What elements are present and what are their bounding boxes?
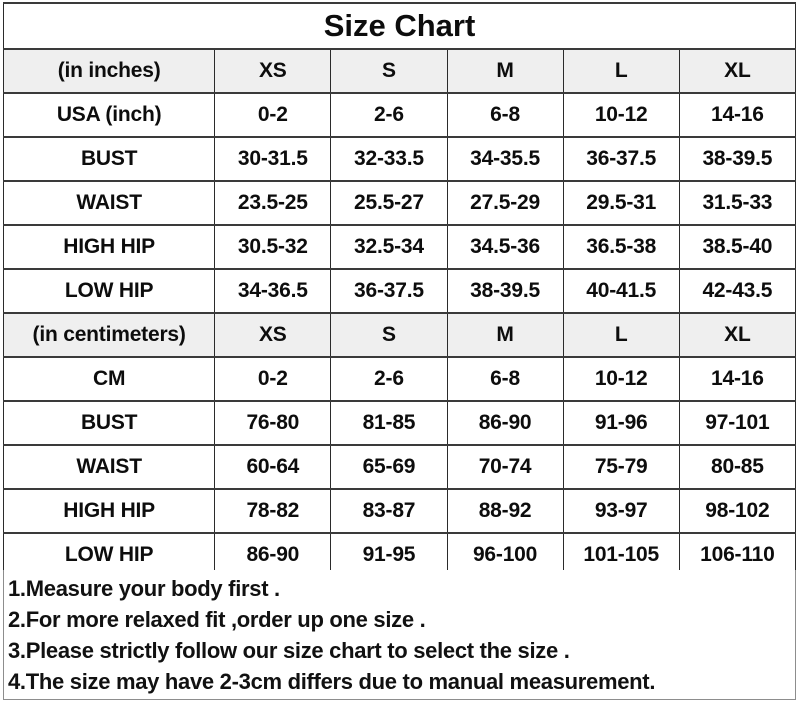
size-column-header: L	[562, 48, 680, 94]
chart-title-row: Size Chart	[3, 2, 796, 50]
size-column-header: XL	[678, 312, 797, 358]
size-column-header: XS	[214, 48, 332, 94]
size-column-header: M	[446, 48, 564, 94]
size-column-header: S	[330, 48, 448, 94]
table-row: CM 0-2 2-6 6-8 10-12 14-16	[2, 356, 797, 402]
measurement-label: BUST	[2, 136, 216, 182]
measurement-value: 76-80	[214, 400, 332, 446]
measurement-value: 36.5-38	[562, 224, 680, 270]
size-column-header: S	[330, 312, 448, 358]
measurement-label: LOW HIP	[2, 268, 216, 314]
table-row: WAIST 23.5-25 25.5-27 27.5-29 29.5-31 31.5-33	[2, 180, 797, 226]
measurement-value: 0-2	[214, 356, 332, 402]
measurement-value: 91-96	[562, 400, 680, 446]
measurement-value: 42-43.5	[678, 268, 797, 314]
measurement-value: 38-39.5	[446, 268, 564, 314]
measurement-value: 14-16	[678, 92, 797, 138]
measurement-value: 30-31.5	[214, 136, 332, 182]
measurement-label: HIGH HIP	[2, 488, 216, 534]
measurement-value: 25.5-27	[330, 180, 448, 226]
measurement-label: USA (inch)	[2, 92, 216, 138]
size-chart-body: Size Chart (in inches) XS S M L XL USA (inch) 0…	[2, 2, 797, 578]
measurement-value: 80-85	[678, 444, 797, 490]
measurement-value: 38-39.5	[678, 136, 797, 182]
size-chart-table-container: Size Chart (in inches) XS S M L XL USA (inch) 0…	[2, 2, 797, 578]
size-chart-header-row: (in centimeters) XS S M L XL	[2, 312, 797, 358]
measurement-value: 31.5-33	[678, 180, 797, 226]
measurement-value: 34.5-36	[446, 224, 564, 270]
measurement-value: 60-64	[214, 444, 332, 490]
measurement-value: 27.5-29	[446, 180, 564, 226]
measurement-value: 14-16	[678, 356, 797, 402]
measurement-value: 0-2	[214, 92, 332, 138]
measurement-value: 6-8	[446, 356, 564, 402]
measurement-value: 81-85	[330, 400, 448, 446]
size-column-header: XL	[678, 48, 797, 94]
measurement-value: 65-69	[330, 444, 448, 490]
table-row: HIGH HIP 30.5-32 32.5-34 34.5-36 36.5-38 38.5…	[2, 224, 797, 270]
measurement-label: HIGH HIP	[2, 224, 216, 270]
measurement-value: 70-74	[446, 444, 564, 490]
measurement-notes: 1.Measure your body first . 2.For more re…	[3, 570, 796, 700]
measurement-value: 34-35.5	[446, 136, 564, 182]
measurement-value: 98-102	[678, 488, 797, 534]
measurement-label: WAIST	[2, 180, 216, 226]
note-line: 3.Please strictly follow our size chart …	[8, 638, 570, 663]
measurement-value: 97-101	[678, 400, 797, 446]
table-row: WAIST 60-64 65-69 70-74 75-79 80-85	[2, 444, 797, 490]
table-row: USA (inch) 0-2 2-6 6-8 10-12 14-16	[2, 92, 797, 138]
measurement-value: 10-12	[562, 92, 680, 138]
measurement-value: 36-37.5	[562, 136, 680, 182]
measurement-value: 2-6	[330, 92, 448, 138]
size-chart-header-row: (in inches) XS S M L XL	[2, 48, 797, 94]
measurement-value: 29.5-31	[562, 180, 680, 226]
note-line: 4.The size may have 2-3cm differs due to…	[8, 669, 656, 694]
measurement-value: 75-79	[562, 444, 680, 490]
measurement-label: WAIST	[2, 444, 216, 490]
size-chart-table: Size Chart (in inches) XS S M L XL USA (inch) 0…	[2, 2, 797, 578]
table-row: BUST 76-80 81-85 86-90 91-96 97-101	[2, 400, 797, 446]
measurement-value: 32-33.5	[330, 136, 448, 182]
measurement-value: 6-8	[446, 92, 564, 138]
measurement-value: 34-36.5	[214, 268, 332, 314]
table-row: BUST 30-31.5 32-33.5 34-35.5 36-37.5 38-39.5	[2, 136, 797, 182]
size-column-header: XS	[214, 312, 332, 358]
measurement-value: 86-90	[446, 400, 564, 446]
page-title: Size Chart	[3, 2, 796, 50]
size-column-header: M	[446, 312, 564, 358]
measurement-value: 36-37.5	[330, 268, 448, 314]
measurement-value: 2-6	[330, 356, 448, 402]
unit-header-label: (in centimeters)	[2, 312, 216, 358]
measurement-value: 38.5-40	[678, 224, 797, 270]
measurement-value: 30.5-32	[214, 224, 332, 270]
measurement-value: 32.5-34	[330, 224, 448, 270]
table-row: LOW HIP 34-36.5 36-37.5 38-39.5 40-41.5 42-43…	[2, 268, 797, 314]
size-column-header: L	[562, 312, 680, 358]
note-line: 2.For more relaxed fit ,order up one siz…	[8, 607, 426, 632]
measurement-value: 78-82	[214, 488, 332, 534]
table-row: HIGH HIP 78-82 83-87 88-92 93-97 98-102	[2, 488, 797, 534]
measurement-label: BUST	[2, 400, 216, 446]
measurement-value: 88-92	[446, 488, 564, 534]
measurement-value: 23.5-25	[214, 180, 332, 226]
measurement-value: 40-41.5	[562, 268, 680, 314]
unit-header-label: (in inches)	[2, 48, 216, 94]
measurement-value: 83-87	[330, 488, 448, 534]
measurement-value: 10-12	[562, 356, 680, 402]
measurement-label: CM	[2, 356, 216, 402]
note-line: 1.Measure your body first .	[8, 576, 280, 601]
measurement-value: 93-97	[562, 488, 680, 534]
